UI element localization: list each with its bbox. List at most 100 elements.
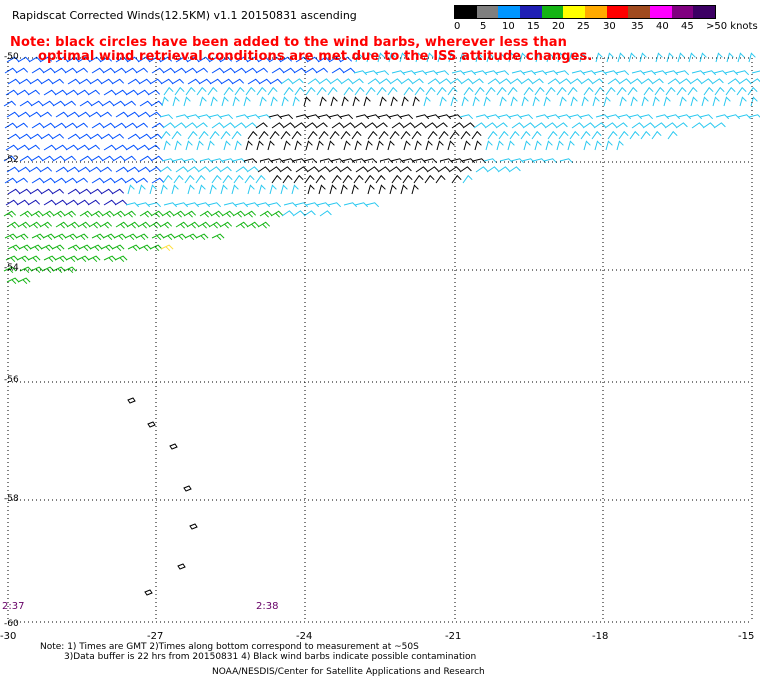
wind-barb-796: [75, 233, 89, 241]
wind-barb-306: [652, 96, 660, 107]
wind-barb-351: [437, 114, 452, 120]
wind-barb-376: [737, 114, 752, 120]
scale-label-45: 45: [681, 21, 694, 32]
wind-barb-133: [89, 78, 103, 85]
wind-barb-570: [292, 158, 307, 164]
wind-barb-137: [138, 78, 152, 85]
wind-barb-234: [545, 86, 556, 96]
wind-barb-521: [327, 140, 335, 151]
scale-label-35: 35: [631, 21, 644, 32]
wind-barb-421: [522, 122, 535, 129]
wind-barb-168: [509, 78, 522, 85]
wind-barb-279: [330, 96, 338, 107]
island-mark-0: [127, 397, 136, 404]
wind-barb-806: [195, 233, 209, 241]
wind-barb-538: [534, 140, 542, 151]
wind-barb-30: [366, 52, 374, 63]
wind-barb-223: [414, 86, 425, 96]
wind-barb-613: [246, 166, 259, 173]
wind-barb-231: [507, 86, 518, 96]
lat-label-60: -60: [4, 619, 19, 629]
wind-barb-37: [448, 52, 456, 63]
lon-label-18: -18: [592, 631, 609, 642]
wind-barb-449: [138, 133, 152, 140]
wind-barb-407: [353, 122, 366, 129]
wind-barb-442: [51, 133, 65, 140]
wind-barb-49: [595, 52, 603, 63]
wind-barb-836: [52, 266, 66, 274]
wind-barb-644: [102, 177, 116, 184]
wind-barb-334: [235, 114, 250, 120]
wind-barb-516: [267, 140, 275, 151]
wind-barb-299: [570, 96, 578, 107]
lat-label-56: -56: [4, 375, 19, 385]
wind-barb-566: [243, 158, 258, 164]
wind-barb-539: [545, 140, 553, 151]
wind-barb-790: [4, 233, 18, 241]
wind-barb-560: [172, 158, 187, 164]
wind-barb-203: [174, 86, 185, 96]
wind-barb-608: [186, 166, 199, 173]
wind-barb-79: [195, 67, 209, 74]
wind-barb-112: [593, 70, 608, 76]
wind-barb-182: [678, 78, 691, 85]
wind-barb-517: [283, 140, 291, 151]
wind-barb-104: [495, 70, 510, 76]
wind-barb-822: [5, 255, 19, 263]
wind-barb-702: [329, 184, 337, 195]
wind-barb-605: [148, 166, 162, 173]
scale-swatch-7: [606, 6, 629, 18]
wind-barb-626: [399, 166, 412, 173]
wind-barb-575: [352, 158, 367, 164]
wind-barb-219: [365, 86, 376, 96]
wind-barb-292: [483, 96, 491, 107]
wind-barb-54: [655, 52, 663, 63]
wind-barb-108: [544, 70, 559, 76]
wind-barb-739: [354, 202, 369, 208]
scale-label-50: >50 knots: [706, 21, 758, 32]
wind-barb-453: [187, 130, 198, 140]
wind-barb-241: [627, 86, 638, 96]
wind-barb-729: [234, 202, 249, 208]
wind-barb-64: [15, 67, 29, 74]
wind-barb-199: [125, 89, 139, 96]
wind-barb-794: [53, 233, 67, 241]
wind-barb-757: [199, 210, 213, 218]
wind-barb-640: [53, 177, 67, 184]
wind-barb-676: [18, 188, 32, 195]
wind-barb-29: [355, 52, 363, 63]
wind-barb-652: [195, 174, 206, 184]
wind-barb-473: [427, 130, 438, 140]
wind-barb-422: [533, 122, 546, 129]
wind-barb-266: [172, 96, 180, 107]
wind-barb-175: [591, 78, 604, 85]
wind-barb-455: [209, 130, 220, 140]
wind-barb-632: [475, 166, 488, 173]
wind-barb-828: [76, 255, 90, 263]
wind-barb-598: [66, 166, 80, 173]
wind-barb-813: [67, 244, 81, 252]
wind-barb-732: [267, 202, 282, 208]
wind-barb-395: [211, 122, 224, 129]
wind-barb-252: [3, 100, 17, 107]
wind-barb-172: [558, 78, 571, 85]
wind-barb-127: [18, 78, 32, 85]
wind-barb-310: [701, 96, 709, 107]
wind-barb-368: [639, 114, 654, 120]
wind-barb-651: [184, 174, 195, 184]
wind-barb-278: [319, 96, 327, 107]
wind-barb-587: [499, 158, 514, 164]
wind-barb-154: [340, 78, 353, 85]
wind-barb-329: [175, 114, 190, 120]
wind-barb-825: [43, 255, 57, 263]
wind-barb-503: [114, 144, 128, 151]
wind-barb-546: [3, 155, 17, 162]
wind-barb-56: [677, 52, 685, 63]
wind-barb-305: [641, 96, 649, 107]
wind-barb-153: [329, 78, 342, 85]
wind-barb-406: [342, 122, 355, 129]
wind-barb-415: [451, 122, 464, 129]
wind-barb-166: [487, 78, 500, 85]
wind-barb-734: [294, 202, 309, 208]
wind-barb-686: [138, 184, 146, 195]
